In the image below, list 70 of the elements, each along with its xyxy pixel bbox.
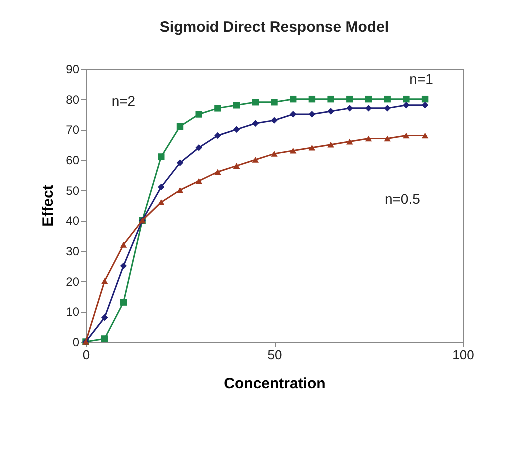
y-tick-label: 80 xyxy=(66,92,80,107)
point xyxy=(252,120,260,127)
point xyxy=(196,178,202,184)
point xyxy=(384,136,391,142)
x-tick-label: 100 xyxy=(452,348,474,362)
point xyxy=(403,132,410,139)
point xyxy=(384,96,391,103)
y-tick-label: 40 xyxy=(66,214,80,228)
point xyxy=(101,314,108,322)
y-tick-label: 20 xyxy=(66,274,80,289)
point xyxy=(176,187,184,194)
x-tick-label: 0 xyxy=(82,348,90,362)
x-axis-title: Concentration xyxy=(224,376,326,392)
point xyxy=(233,163,240,169)
y-tick-label: 70 xyxy=(66,123,80,138)
y-tick-label: 0 xyxy=(72,336,80,350)
point xyxy=(252,157,260,163)
point xyxy=(158,154,165,160)
point xyxy=(328,108,334,115)
point xyxy=(308,144,316,151)
y-tick-label: 60 xyxy=(66,154,80,168)
point xyxy=(328,96,334,103)
y-tick-label: 30 xyxy=(66,244,80,258)
point xyxy=(214,169,222,176)
point xyxy=(271,117,278,124)
point xyxy=(422,132,429,139)
point xyxy=(365,105,372,112)
point xyxy=(328,142,334,148)
point xyxy=(252,99,260,106)
point xyxy=(290,111,297,118)
point xyxy=(365,136,372,142)
point xyxy=(196,111,202,118)
y-tick-label: 10 xyxy=(66,305,80,320)
point xyxy=(120,242,128,248)
point xyxy=(308,111,316,118)
annotation: n=2 xyxy=(112,92,136,109)
point xyxy=(101,336,108,342)
x-tick-label: 50 xyxy=(268,348,282,362)
point xyxy=(233,102,240,109)
point xyxy=(271,99,278,106)
point xyxy=(101,278,108,284)
point xyxy=(176,123,184,130)
point xyxy=(214,105,222,112)
point xyxy=(384,105,391,112)
point xyxy=(271,151,278,157)
point xyxy=(308,96,316,103)
y-axis-title: Effect xyxy=(40,185,58,227)
point xyxy=(365,96,372,103)
point xyxy=(346,105,354,112)
point xyxy=(120,299,128,306)
point xyxy=(196,144,202,152)
y-tick-label: 90 xyxy=(66,62,80,76)
y-tick-label: 50 xyxy=(66,184,80,198)
point xyxy=(346,138,354,145)
point xyxy=(158,184,165,191)
point xyxy=(233,126,240,134)
annotation: n=0.5 xyxy=(384,191,421,208)
point xyxy=(214,132,222,140)
point xyxy=(346,96,354,103)
point xyxy=(158,200,165,206)
chart-title: Sigmoid Direct Response Model xyxy=(160,19,390,36)
point xyxy=(403,102,410,109)
annotation: n=1 xyxy=(410,70,434,87)
point xyxy=(403,96,410,103)
point xyxy=(176,160,184,166)
point xyxy=(120,262,128,270)
point xyxy=(422,96,429,103)
point xyxy=(422,102,429,109)
point xyxy=(290,148,297,154)
point xyxy=(290,96,297,103)
